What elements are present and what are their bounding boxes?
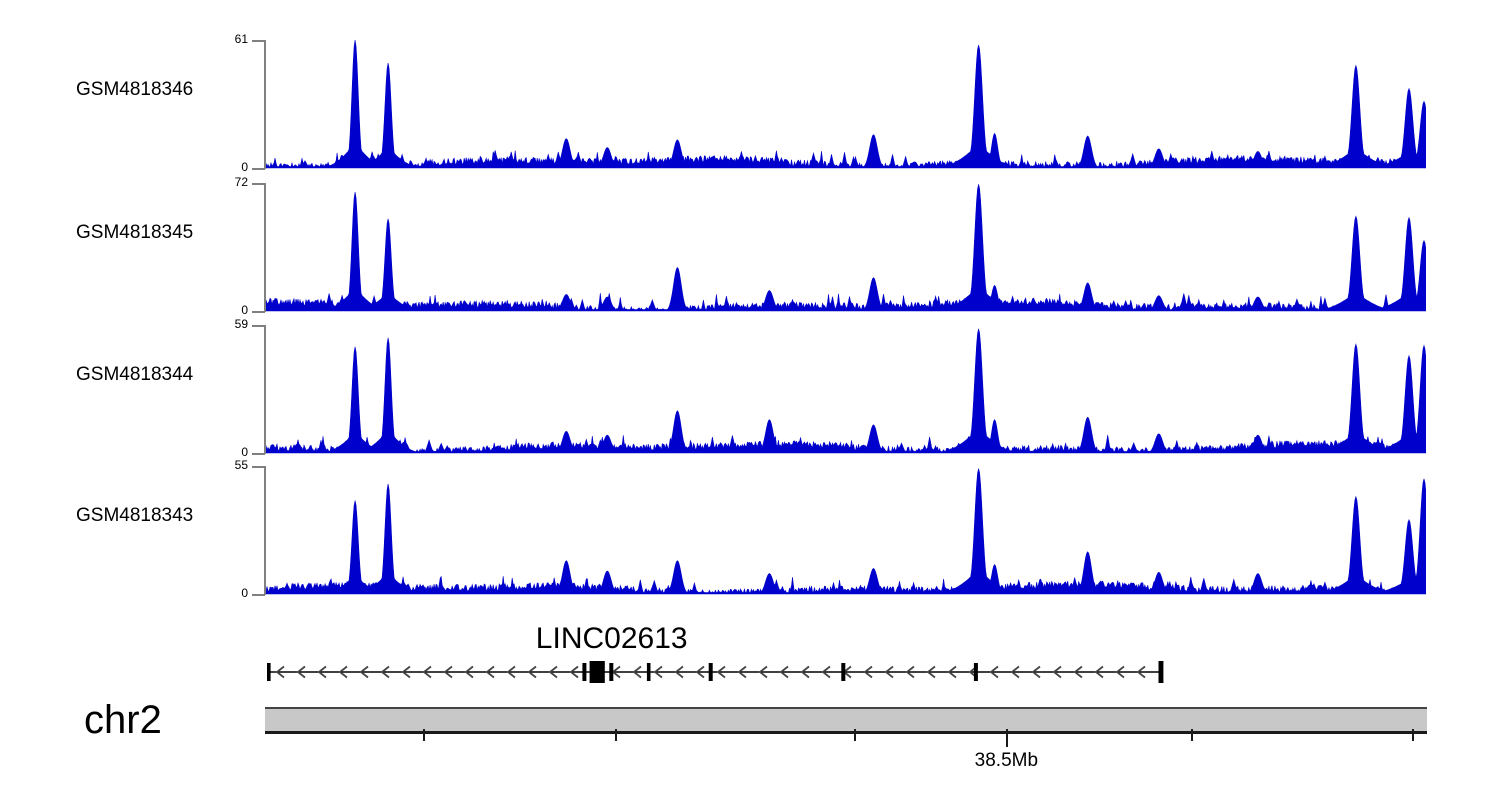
ruler-tick [423,729,426,741]
axis-min-tick [252,453,265,455]
chromosome-label: chr2 [84,698,162,742]
track-label-1: GSM4818345 [76,222,194,243]
coverage-plot-area [266,40,1426,170]
ruler-tick [614,729,617,741]
axis-vertical-line [264,466,266,595]
axis-max-tick [252,183,265,185]
axis-min-tick [252,311,265,313]
axis-vertical-line [264,40,266,169]
axis-min-label: 0 [241,586,248,600]
axis-min-label: 0 [241,445,248,459]
axis-max-tick [252,325,265,327]
axis-max-tick [252,40,265,42]
ideogram-fill [265,707,1427,734]
axis-max-tick [252,466,265,468]
axis-max-label: 61 [234,32,248,46]
ruler-tick [854,729,857,741]
axis-min-tick [252,168,265,170]
axis-min-label: 0 [241,303,248,317]
axis-max-label: 59 [234,317,248,331]
ruler-tick [1006,729,1009,747]
coverage-plot-area [266,466,1426,596]
track-label-3: GSM4818343 [76,505,194,526]
coverage-plot-area [266,183,1426,313]
gene-model-track [267,659,1171,685]
coverage-plot-area [266,325,1426,455]
axis-vertical-line [264,325,266,454]
chromosome-ideogram-bar[interactable] [265,707,1427,734]
axis-max-label: 55 [234,458,248,472]
genome-coordinate-ruler: 38.5Mb [265,729,1427,789]
axis-vertical-line [264,183,266,312]
ruler-tick-label: 38.5Mb [974,750,1039,771]
axis-max-label: 72 [234,175,248,189]
gene-name-label: LINC02613 [535,622,688,655]
track-label-2: GSM4818344 [76,364,194,385]
ruler-tick [1411,729,1414,741]
axis-min-label: 0 [241,160,248,174]
track-label-0: GSM4818346 [76,79,194,100]
ruler-tick [1191,729,1194,741]
axis-min-tick [252,594,265,596]
